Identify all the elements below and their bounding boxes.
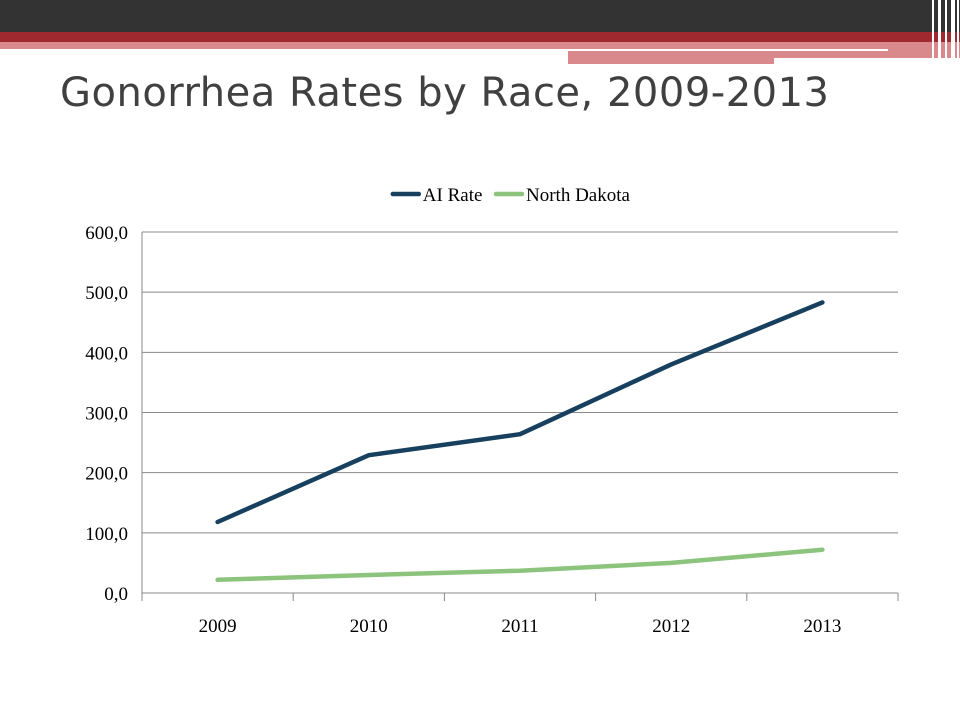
slide-title: Gonorrhea Rates by Race, 2009-2013 [60, 70, 830, 116]
x-tick-label: 2009 [199, 616, 237, 637]
series-lines [215, 300, 825, 583]
header-banner-stripes [928, 0, 960, 64]
axes: 0,0 100,0 200,0 300,0 400,0 500,0 600,0 2009 201… [85, 223, 899, 637]
y-tick-label: 400,0 [85, 343, 128, 364]
x-tick-label: 2012 [652, 616, 690, 637]
legend: AI Rate North Dakota [390, 185, 631, 206]
y-tick-label: 0,0 [104, 584, 128, 605]
y-tick-label: 300,0 [85, 404, 128, 425]
header-banner-accent [0, 42, 568, 49]
y-tick-label: 100,0 [85, 524, 128, 545]
header-banner-line [568, 49, 888, 51]
legend-label: AI Rate [423, 185, 483, 206]
x-tick-label: 2010 [350, 616, 388, 637]
gridlines [142, 231, 898, 534]
x-tick-label: 2013 [803, 616, 841, 637]
y-tick-label: 600,0 [85, 223, 128, 244]
header-banner-line-2 [774, 58, 960, 66]
header-banner-dark [0, 0, 960, 32]
header-banner-red [0, 32, 960, 42]
y-tick-label: 500,0 [85, 283, 128, 304]
legend-label: North Dakota [526, 185, 631, 206]
series-line-north-dakota [215, 547, 825, 583]
y-tick-label: 200,0 [85, 464, 128, 485]
x-tick-label: 2011 [501, 616, 538, 637]
